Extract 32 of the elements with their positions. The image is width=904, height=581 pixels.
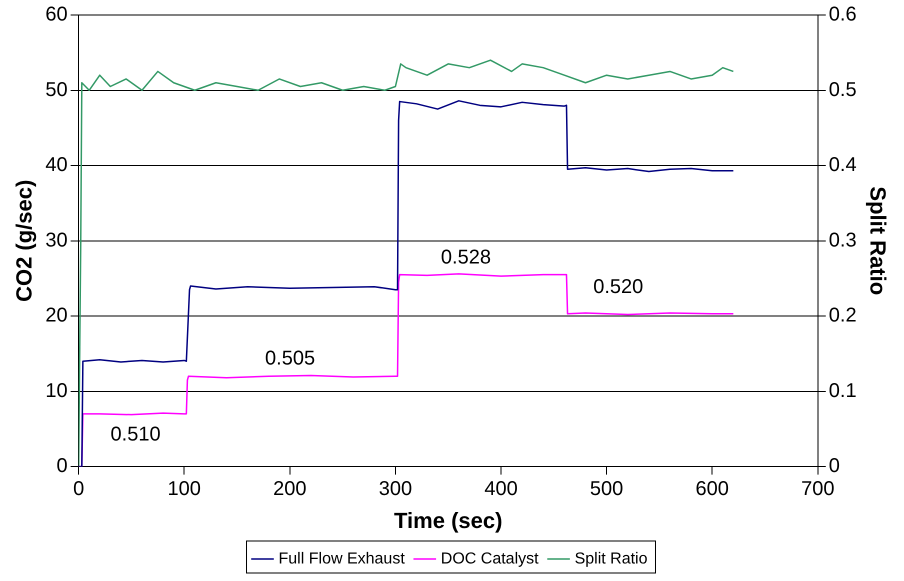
y2-tick-label: 0.2 [828,304,857,327]
x-tick-label: 400 [484,478,518,500]
x-tick-label: 500 [590,478,624,500]
y2-tick-label: 0.4 [828,154,857,176]
annotation: 0.528 [440,246,491,268]
x-tick-label: 700 [801,478,834,500]
y-tick-label: 20 [45,304,68,327]
x-tick-label: 600 [696,478,729,500]
legend-label: DOC Catalyst [440,550,540,568]
y-axis-title: CO2 (g/sec) [11,180,36,302]
legend-label: Split Ratio [574,550,648,568]
y-tick-label: 40 [45,154,68,176]
y-tick-label: 30 [45,229,68,252]
legend-label: Full Flow Exhaust [278,550,406,568]
y-tick-label: 60 [45,4,68,26]
y-tick-label: 10 [45,380,68,402]
annotation: 0.505 [265,348,316,370]
x-tick-label: 0 [73,478,84,500]
y2-tick-label: 0.6 [828,4,857,26]
y2-tick-label: 0.5 [828,78,857,101]
y2-axis-title: Split Ratio [866,186,891,296]
y-tick-label: 0 [56,455,68,478]
annotation: 0.520 [593,276,644,298]
y2-tick-label: 0.1 [828,380,857,402]
y2-tick-label: 0 [828,455,840,478]
y-tick-label: 50 [45,78,68,101]
y2-tick-label: 0.3 [828,229,857,252]
x-tick-label: 100 [168,478,201,500]
x-tick-label: 300 [378,478,412,500]
x-tick-label: 200 [273,478,307,500]
annotation: 0.510 [110,424,161,446]
x-axis-title: Time (sec) [394,508,502,533]
